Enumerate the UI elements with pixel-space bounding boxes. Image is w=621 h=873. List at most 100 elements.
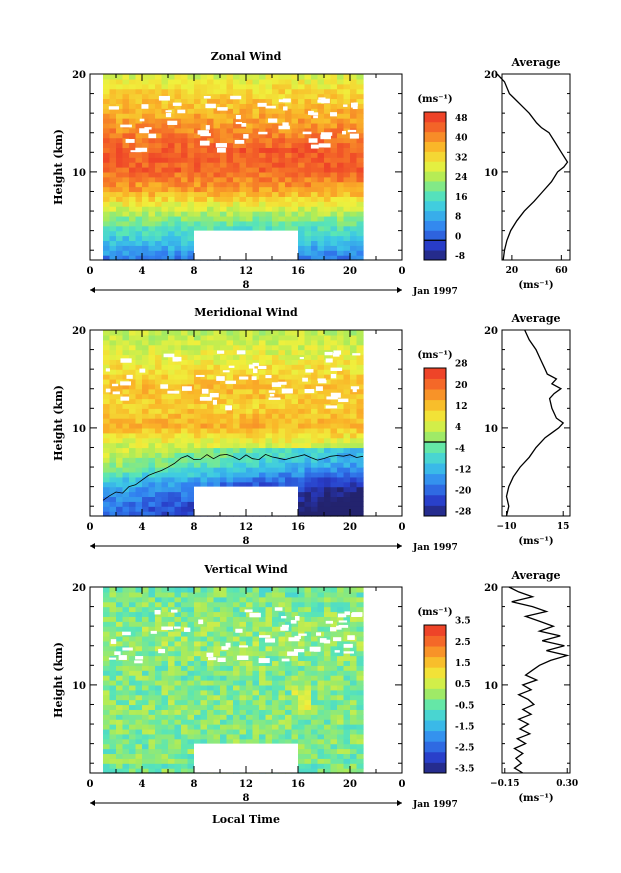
- date-label: Jan 1997: [412, 543, 458, 553]
- x-tick-label: 0: [399, 266, 406, 277]
- y-tick-label: 20: [72, 70, 86, 81]
- colorbar-label: -20: [455, 487, 471, 497]
- colorbar-swatch: [424, 121, 446, 133]
- colorbar-swatch: [424, 762, 446, 774]
- y-tick-label: 10: [72, 424, 86, 435]
- colorbar-swatch: [424, 368, 446, 379]
- colorbar-swatch: [424, 625, 446, 636]
- average-profile-line: [496, 73, 569, 261]
- x-tick-label: 12: [239, 266, 253, 277]
- colorbar-label: 4: [455, 423, 461, 433]
- colorbar-swatch: [424, 389, 446, 401]
- colorbar-label: 16: [455, 193, 468, 203]
- colorbar-label: 28: [455, 360, 468, 370]
- colorbar-swatch: [424, 200, 446, 212]
- y-tick-label: 10: [72, 168, 86, 179]
- colorbar-swatch: [424, 473, 446, 485]
- colorbar-label: 48: [455, 114, 468, 124]
- y-axis-label: Height (km): [52, 129, 65, 205]
- date-axis-arrow-left: [90, 287, 95, 293]
- colorbar-swatch: [424, 442, 446, 453]
- date-axis-arrow-left: [90, 543, 95, 549]
- date-axis-arrow-right: [397, 287, 402, 293]
- x-tick-label: 8: [191, 779, 198, 790]
- colorbar-label: -0.5: [455, 701, 474, 711]
- colorbar-swatch: [424, 141, 446, 152]
- date-marker: 8: [243, 280, 250, 291]
- colorbar-label: 2.5: [455, 638, 471, 648]
- panel-title: Zonal Wind: [211, 50, 282, 63]
- colorbar-swatch: [424, 699, 446, 710]
- colorbar-label: 12: [455, 402, 468, 412]
- colorbar-swatch: [424, 730, 446, 742]
- average-title: Average: [510, 312, 560, 325]
- colorbar-label: 24: [455, 173, 468, 183]
- colorbar-swatch: [424, 452, 446, 464]
- y-tick-label: 20: [72, 326, 86, 337]
- x-axis-label: Local Time: [212, 813, 280, 826]
- average-x-axis-label: (ms⁻¹): [518, 536, 553, 547]
- colorbar-swatch: [424, 131, 446, 142]
- colorbar-swatch: [424, 751, 446, 763]
- colorbar-label: -28: [455, 508, 471, 518]
- colorbar-label: -12: [455, 465, 471, 475]
- average-title: Average: [510, 56, 560, 69]
- average-y-tick-label: 10: [484, 168, 498, 179]
- x-tick-label: 16: [291, 522, 305, 533]
- zero-contour: [102, 453, 364, 501]
- y-tick-label: 10: [72, 681, 86, 692]
- x-tick-label: 0: [87, 522, 94, 533]
- average-x-axis-label: (ms⁻¹): [518, 280, 553, 291]
- colorbar-swatch: [424, 420, 446, 432]
- colorbar-swatch: [424, 250, 446, 261]
- colorbar-swatch: [424, 709, 446, 721]
- x-tick-label: 12: [239, 522, 253, 533]
- colorbar-swatch: [424, 677, 446, 689]
- average-x-tick-label: −10: [496, 522, 516, 532]
- x-tick-label: 20: [343, 266, 357, 277]
- x-tick-label: 4: [139, 779, 146, 790]
- colorbar-swatch: [424, 378, 446, 390]
- colorbar-swatch: [424, 171, 446, 182]
- x-tick-label: 0: [87, 779, 94, 790]
- colorbar-swatch: [424, 240, 446, 251]
- x-tick-label: 16: [291, 779, 305, 790]
- colorbar-swatch: [424, 656, 446, 668]
- average-x-tick-label: 60: [555, 266, 568, 276]
- panel-vertical-wind: Vertical Wind 10 20 Height (km) 0 4 8 12 16 20 0 8 J…: [52, 563, 578, 826]
- date-axis-arrow-right: [397, 543, 402, 549]
- average-x-axis-label: (ms⁻¹): [518, 793, 553, 804]
- colorbar-label: 32: [455, 153, 468, 163]
- colorbar-swatch: [424, 161, 446, 172]
- average-y-tick-label: 20: [484, 326, 498, 337]
- colorbar-swatch: [424, 463, 446, 475]
- average-frame: [501, 329, 571, 517]
- average-y-tick-label: 10: [484, 681, 498, 692]
- average-x-tick-label: 0.30: [556, 779, 578, 789]
- colorbar-swatch: [424, 410, 446, 422]
- colorbar-swatch: [424, 494, 446, 506]
- x-tick-label: 0: [87, 266, 94, 277]
- average-frame: [501, 73, 571, 261]
- x-tick-label: 8: [191, 266, 198, 277]
- x-tick-label: 12: [239, 779, 253, 790]
- x-tick-label: 0: [399, 779, 406, 790]
- colorbar-swatch: [424, 220, 446, 231]
- average-x-tick-label: 20: [506, 266, 519, 276]
- colorbar-label: -1.5: [455, 722, 474, 732]
- y-axis-label: Height (km): [52, 385, 65, 461]
- colorbar-label: -8: [455, 252, 465, 262]
- panel-title: Vertical Wind: [203, 563, 288, 576]
- colorbar-label: 8: [455, 213, 461, 223]
- x-tick-label: 16: [291, 266, 305, 277]
- average-x-tick-label: −0.15: [490, 779, 519, 789]
- average-profile-line: [505, 329, 565, 517]
- x-tick-label: 20: [343, 779, 357, 790]
- colorbar-label: 40: [455, 134, 468, 144]
- x-tick-label: 4: [139, 266, 146, 277]
- colorbar-label: -2.5: [455, 744, 474, 754]
- panel-meridional-wind: Meridional Wind 10 20 Height (km) 0 4 8 12 16 20 0…: [52, 306, 571, 553]
- colorbar-label: -4: [455, 444, 465, 454]
- x-tick-label: 0: [399, 522, 406, 533]
